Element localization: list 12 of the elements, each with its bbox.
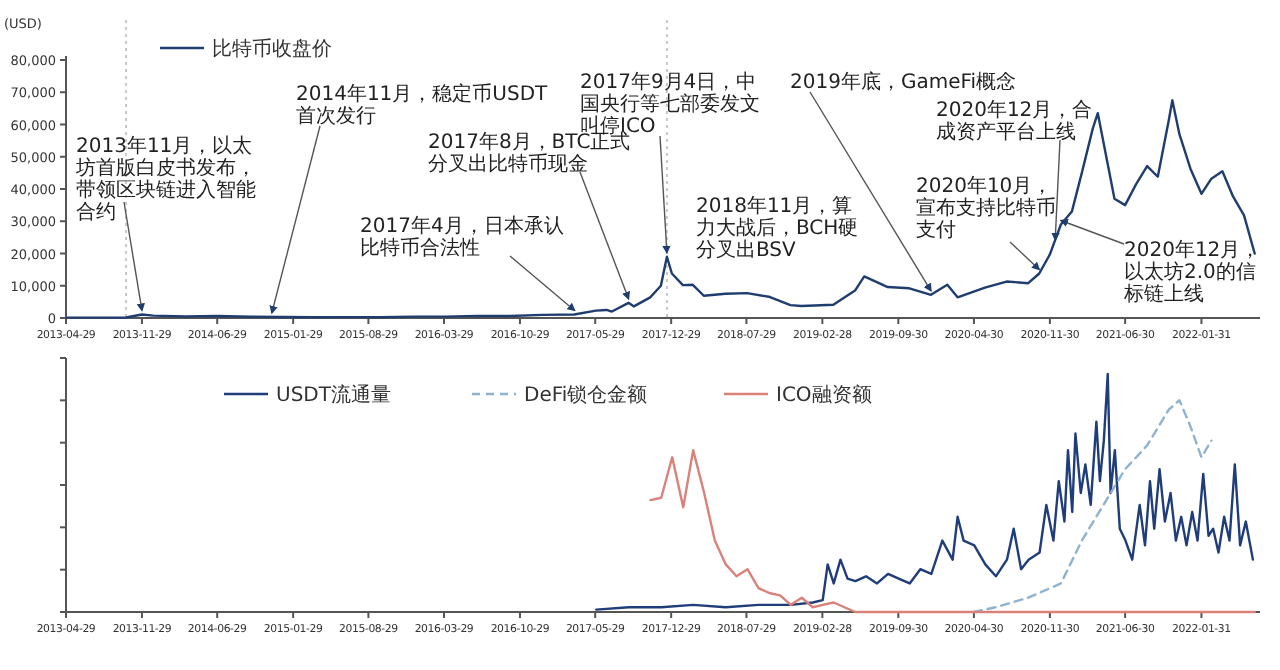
legend-label: ICO融资额 — [776, 383, 872, 407]
legend-label: DeFi锁仓金额 — [524, 383, 648, 407]
annotation: 2014年11月，稳定币USDT首次发行 — [296, 82, 550, 128]
annotation: 2017年4月，日本承认比特币合法性 — [360, 214, 564, 260]
annotation: 2020年12月，合成资产平台上线 — [936, 98, 1093, 144]
annotation: 2020年10月，宣布支持比特币支付 — [916, 174, 1056, 242]
annotation: 2018年11月，算力大战后，BCH硬分叉出BSV — [696, 194, 859, 262]
annotation: 2020年12月，以太坊2.0的信标链上线 — [1122, 238, 1261, 306]
annotation: 2013年11月，以太坊首版白皮书发布，带领区块链进入智能合约 — [74, 134, 256, 224]
legend-label: USDT流通量 — [276, 383, 391, 407]
legend-label: 比特币收盘价 — [212, 37, 332, 61]
annotation: 2019年底，GameFi概念 — [790, 70, 1017, 94]
